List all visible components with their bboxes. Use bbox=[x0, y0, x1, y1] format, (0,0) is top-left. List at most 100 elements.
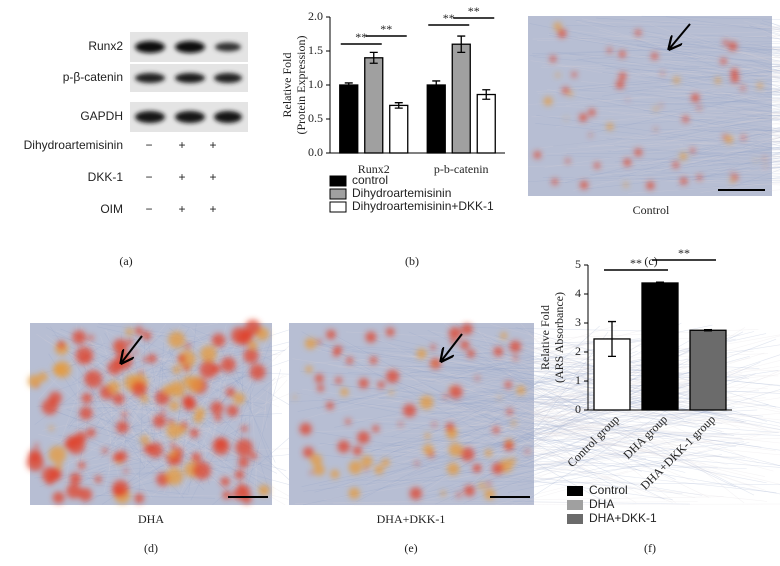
stain-spot bbox=[588, 108, 596, 117]
texture bbox=[447, 428, 596, 474]
texture bbox=[327, 364, 611, 416]
texture bbox=[362, 382, 780, 485]
texture bbox=[431, 440, 746, 459]
texture bbox=[565, 80, 780, 106]
stain-spot bbox=[142, 357, 148, 363]
stain-spot bbox=[162, 384, 173, 395]
stain-spot bbox=[430, 344, 436, 350]
stain-spot bbox=[565, 158, 571, 164]
texture bbox=[417, 470, 591, 502]
stain-spot bbox=[346, 357, 354, 365]
texture bbox=[148, 429, 212, 444]
stain-spot bbox=[27, 374, 41, 388]
y-tick-label: 0.5 bbox=[308, 111, 323, 125]
texture bbox=[618, 167, 780, 180]
stain-spot bbox=[543, 96, 553, 106]
stain-spot bbox=[606, 122, 614, 131]
band-label: GAPDH bbox=[80, 109, 123, 123]
significance-label: ** bbox=[443, 11, 455, 25]
stain-spot bbox=[241, 493, 252, 504]
texture bbox=[705, 65, 780, 78]
texture bbox=[624, 19, 780, 27]
texture bbox=[100, 432, 170, 444]
stain-spot bbox=[740, 85, 746, 91]
texture bbox=[507, 396, 581, 412]
stain-spot bbox=[125, 328, 133, 336]
stain-spot bbox=[161, 409, 166, 414]
texture bbox=[487, 399, 763, 426]
stain-spot bbox=[509, 340, 522, 353]
texture bbox=[528, 90, 780, 105]
texture bbox=[412, 351, 680, 377]
texture bbox=[547, 173, 780, 184]
texture bbox=[74, 450, 182, 468]
stain-spot bbox=[364, 467, 369, 471]
texture bbox=[437, 438, 685, 492]
texture bbox=[565, 25, 780, 29]
texture bbox=[87, 333, 181, 347]
stain-spot bbox=[38, 372, 48, 382]
texture bbox=[143, 367, 171, 492]
stain-spot bbox=[169, 400, 180, 411]
stain-spot bbox=[553, 22, 562, 31]
texture bbox=[618, 65, 780, 77]
stain-spot bbox=[511, 420, 517, 426]
texture bbox=[383, 435, 780, 468]
texture bbox=[566, 152, 780, 154]
texture bbox=[671, 57, 780, 62]
texture bbox=[302, 388, 777, 452]
texture bbox=[316, 337, 609, 410]
texture bbox=[576, 47, 780, 60]
texture bbox=[634, 161, 780, 171]
y-tick-label: 2 bbox=[575, 344, 581, 358]
texture bbox=[532, 56, 780, 79]
stain-spot bbox=[660, 71, 665, 76]
stain-spot bbox=[764, 164, 767, 168]
legend-swatch bbox=[329, 201, 347, 213]
texture bbox=[303, 441, 745, 492]
texture bbox=[663, 63, 780, 78]
texture bbox=[373, 404, 769, 446]
stain-spot bbox=[646, 181, 655, 190]
texture bbox=[577, 36, 780, 73]
error-bar bbox=[704, 329, 712, 332]
y-tick-label: 1.5 bbox=[308, 43, 323, 57]
error-bar bbox=[656, 281, 664, 285]
texture bbox=[217, 377, 276, 429]
texture bbox=[537, 90, 780, 94]
texture bbox=[125, 336, 226, 376]
y-tick-label: 3 bbox=[575, 315, 581, 329]
stain-spot bbox=[533, 151, 542, 159]
texture bbox=[636, 44, 780, 51]
texture bbox=[408, 427, 635, 448]
texture bbox=[200, 446, 266, 492]
texture bbox=[517, 458, 647, 487]
texture bbox=[439, 372, 615, 436]
texture bbox=[63, 452, 114, 462]
texture bbox=[614, 152, 780, 163]
texture bbox=[84, 409, 179, 463]
stain-spot bbox=[509, 457, 516, 464]
stain-spot bbox=[107, 380, 121, 394]
texture bbox=[511, 434, 761, 506]
stain-spot bbox=[352, 446, 363, 456]
stain-spot bbox=[432, 361, 437, 366]
texture bbox=[682, 143, 780, 151]
texture bbox=[699, 149, 780, 156]
panel-label: (f) bbox=[644, 541, 656, 555]
texture bbox=[660, 69, 780, 86]
texture bbox=[319, 406, 735, 487]
texture bbox=[527, 408, 670, 501]
stain-spot bbox=[46, 478, 54, 485]
stain-spot bbox=[432, 422, 437, 427]
legend-swatch bbox=[329, 175, 347, 187]
texture bbox=[463, 397, 617, 447]
stain-spot bbox=[340, 388, 349, 397]
stain-spot bbox=[185, 375, 203, 393]
stain-spot bbox=[626, 98, 629, 101]
texture bbox=[445, 434, 672, 470]
texture bbox=[72, 452, 96, 486]
stain bbox=[26, 319, 270, 504]
texture bbox=[371, 369, 743, 447]
stain-spot bbox=[258, 484, 270, 497]
